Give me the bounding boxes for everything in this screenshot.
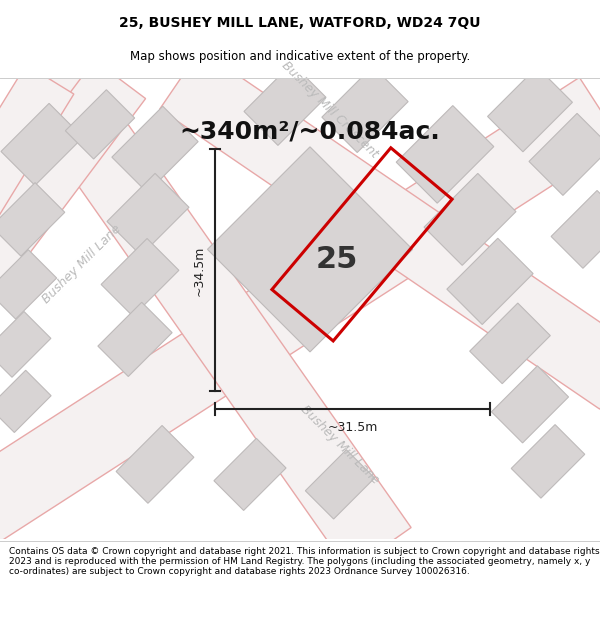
Polygon shape: [19, 58, 411, 571]
Polygon shape: [470, 303, 550, 384]
Text: Bushey Mill Crescent: Bushey Mill Crescent: [279, 59, 381, 160]
Polygon shape: [244, 63, 326, 146]
Polygon shape: [322, 66, 408, 152]
Polygon shape: [101, 239, 179, 316]
Polygon shape: [116, 426, 194, 503]
Polygon shape: [0, 370, 51, 432]
Polygon shape: [396, 106, 494, 203]
Polygon shape: [160, 49, 600, 409]
Polygon shape: [551, 191, 600, 268]
Polygon shape: [214, 438, 286, 511]
Text: 25: 25: [316, 245, 358, 274]
Polygon shape: [208, 147, 413, 352]
Polygon shape: [107, 173, 189, 256]
Text: ~34.5m: ~34.5m: [193, 245, 205, 296]
Polygon shape: [488, 67, 572, 152]
Polygon shape: [0, 78, 600, 541]
Polygon shape: [511, 424, 585, 498]
Text: Bushey Mill Lane: Bushey Mill Lane: [40, 222, 124, 306]
Polygon shape: [0, 65, 74, 224]
Text: 25, BUSHEY MILL LANE, WATFORD, WD24 7QU: 25, BUSHEY MILL LANE, WATFORD, WD24 7QU: [119, 16, 481, 31]
Polygon shape: [65, 90, 134, 159]
Text: ~340m²/~0.084ac.: ~340m²/~0.084ac.: [179, 119, 440, 143]
Polygon shape: [0, 250, 56, 319]
Text: Bushey Mill Lane: Bushey Mill Lane: [298, 402, 382, 486]
Polygon shape: [1, 103, 83, 186]
Text: Map shows position and indicative extent of the property.: Map shows position and indicative extent…: [130, 50, 470, 62]
Polygon shape: [0, 311, 51, 378]
Polygon shape: [0, 182, 65, 256]
Polygon shape: [0, 60, 146, 299]
Polygon shape: [98, 302, 172, 376]
Text: Contains OS data © Crown copyright and database right 2021. This information is : Contains OS data © Crown copyright and d…: [9, 546, 599, 576]
Polygon shape: [424, 173, 516, 266]
Polygon shape: [112, 106, 198, 192]
Polygon shape: [447, 238, 533, 324]
Polygon shape: [305, 450, 374, 519]
Polygon shape: [491, 366, 569, 443]
Text: ~31.5m: ~31.5m: [328, 421, 377, 434]
Polygon shape: [529, 113, 600, 196]
